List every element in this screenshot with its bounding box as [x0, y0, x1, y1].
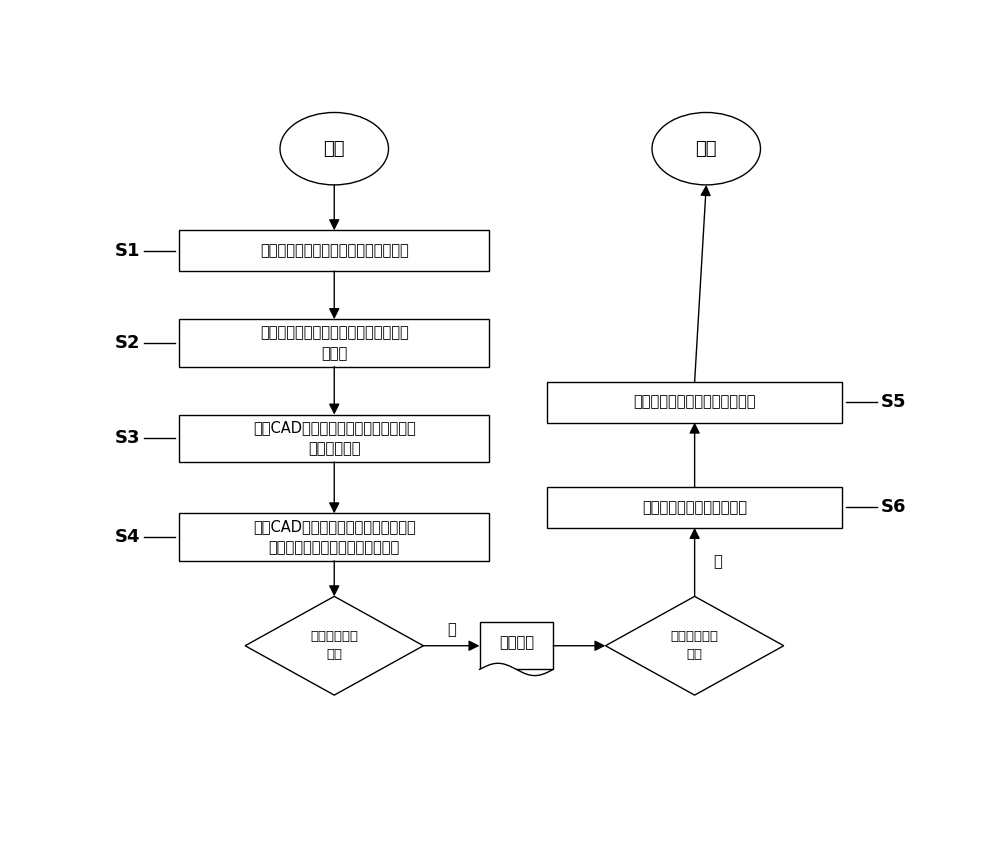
Bar: [179, 415, 489, 462]
Text: 是否完成模型
导出: 是否完成模型 导出: [310, 630, 358, 661]
Text: S5: S5: [881, 393, 906, 411]
Text: S1: S1: [115, 242, 140, 260]
Ellipse shape: [280, 113, 388, 185]
Polygon shape: [606, 597, 784, 695]
Bar: [547, 381, 842, 422]
Text: 是否开始重构
模型: 是否开始重构 模型: [671, 630, 719, 661]
Text: 是: 是: [447, 622, 456, 637]
Bar: [547, 487, 842, 528]
Text: 是: 是: [714, 555, 722, 569]
Text: S2: S2: [115, 334, 140, 352]
Bar: [179, 513, 489, 561]
Text: 构建用于图形描述的场景树: 构建用于图形描述的场景树: [642, 500, 747, 515]
Text: 读取类型定义文件，获取类型相关信息: 读取类型定义文件，获取类型相关信息: [260, 243, 409, 258]
Text: 开始: 开始: [324, 139, 345, 157]
Text: S3: S3: [115, 429, 140, 447]
Text: 中间文件: 中间文件: [499, 635, 534, 651]
Text: 构建用于属性描述的内容分类树: 构建用于属性描述的内容分类树: [633, 395, 756, 410]
Polygon shape: [245, 597, 423, 695]
Bar: [480, 622, 553, 669]
Text: S6: S6: [881, 498, 906, 516]
Text: 遍历CAD模型中所有对象，输出对象的
工程属性及图形信息、拓扑信息。: 遍历CAD模型中所有对象，输出对象的 工程属性及图形信息、拓扑信息。: [253, 519, 416, 555]
Bar: [179, 319, 489, 367]
Text: S4: S4: [115, 528, 140, 546]
Text: 建立中间文件，写入模型信息、设计条
件信息: 建立中间文件，写入模型信息、设计条 件信息: [260, 325, 409, 361]
Ellipse shape: [652, 113, 761, 185]
Text: 遍历CAD模型中所有类型，向中间文件
写入分类信息: 遍历CAD模型中所有类型，向中间文件 写入分类信息: [253, 421, 416, 457]
Bar: [179, 230, 489, 271]
Text: 结束: 结束: [696, 139, 717, 157]
